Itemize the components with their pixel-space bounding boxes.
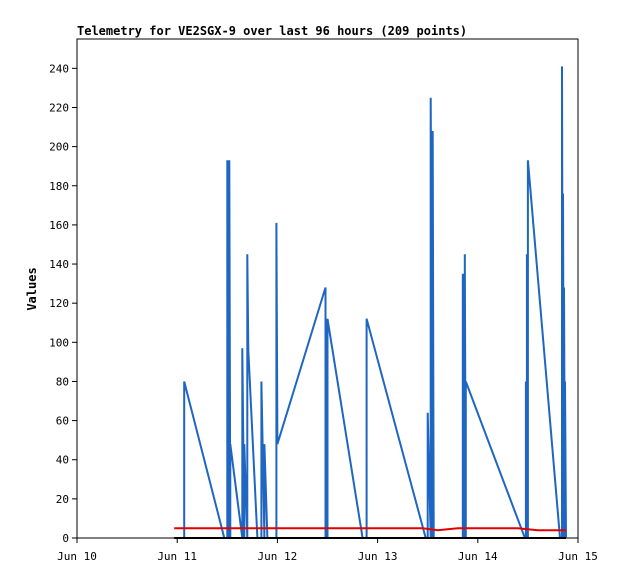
- y-tick-label: 220: [49, 101, 69, 114]
- x-tick-label: Jun 15: [558, 550, 598, 563]
- x-tick-label: Jun 12: [258, 550, 298, 563]
- x-tick-label: Jun 14: [458, 550, 498, 563]
- x-tick-label: Jun 11: [157, 550, 197, 563]
- series-layer: [174, 66, 567, 539]
- y-tick-label: 0: [62, 532, 69, 545]
- y-tick-label: 160: [49, 219, 69, 232]
- x-tick-label: Jun 13: [358, 550, 398, 563]
- y-tick-label: 120: [49, 297, 69, 310]
- y-axis-label: Values: [25, 267, 39, 310]
- y-tick-label: 60: [56, 415, 69, 428]
- x-axis: Jun 10 Jun 11 Jun 12 Jun 13 Jun 14 Jun 15: [57, 538, 598, 563]
- y-tick-label: 140: [49, 258, 69, 271]
- y-axis: 0 20 40 60 80 100 120 140 160 180 200 220 240: [49, 62, 77, 545]
- chart-title: Telemetry for VE2SGX-9 over last 96 hour…: [77, 24, 467, 38]
- y-tick-label: 180: [49, 180, 69, 193]
- series-line-1: [174, 527, 566, 532]
- y-tick-label: 40: [56, 454, 69, 467]
- y-tick-label: 80: [56, 375, 69, 388]
- y-tick-label: 240: [49, 62, 69, 75]
- y-tick-label: 100: [49, 336, 69, 349]
- series-line-0: [183, 66, 567, 539]
- x-tick-label: Jun 10: [57, 550, 97, 563]
- y-tick-label: 200: [49, 141, 69, 154]
- y-tick-label: 20: [56, 493, 69, 506]
